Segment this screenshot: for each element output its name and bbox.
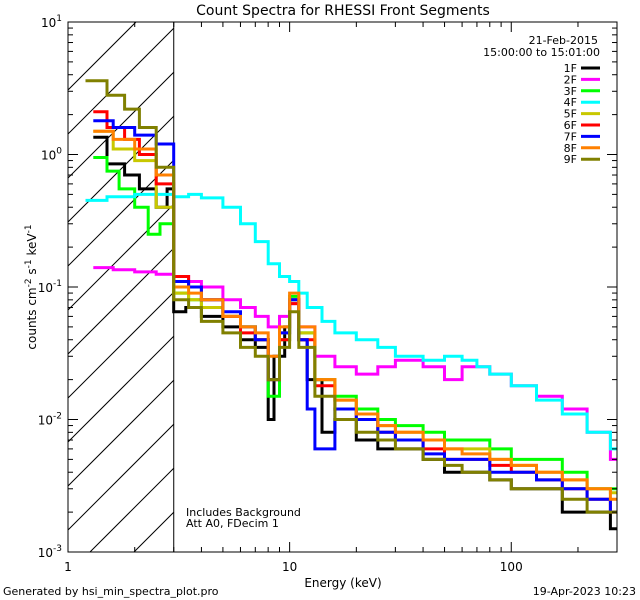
annotations: Includes Background Att A0, FDecim 1 [186, 506, 301, 530]
legend-label-4F: 4F [564, 96, 577, 109]
legend-label-7F: 7F [564, 130, 577, 143]
hatch-line [67, 21, 137, 91]
x-tick-label: 100 [500, 560, 523, 574]
x-axis-label: Energy (keV) [304, 576, 381, 590]
hatch-line [67, 291, 175, 399]
series-7F [93, 119, 617, 514]
legend-label-6F: 6F [564, 119, 577, 132]
legend-label-3F: 3F [564, 85, 577, 98]
legend-label-2F: 2F [564, 73, 577, 86]
series-4F [85, 192, 617, 451]
annotation-attenuator: Att A0, FDecim 1 [186, 517, 279, 530]
series-9F [85, 79, 617, 514]
axis-layer: 1 10 100 10-3 10-2 10-1 100 101 [38, 14, 618, 574]
y-axis-label: counts cm-2 s-1 keV-1 [24, 224, 39, 349]
chart-title: Count Spectra for RHESSI Front Segments [196, 3, 490, 19]
hatch-line [67, 71, 175, 179]
legend-label-5F: 5F [564, 108, 577, 121]
y-tick-label: 10-2 [38, 412, 62, 428]
background-hatch-region [67, 21, 175, 553]
hatch-line [67, 423, 175, 531]
hatch-line [67, 247, 175, 355]
y-tick-label: 10-1 [38, 279, 62, 295]
y-tick-label: 100 [41, 147, 62, 163]
y-tick-label: 101 [41, 14, 62, 30]
annotation-background: Includes Background [186, 506, 301, 519]
info-date: 21-Feb-2015 [529, 34, 598, 47]
series-layer [85, 79, 617, 531]
info-time-range: 15:00:00 to 15:01:00 [483, 46, 600, 59]
hatch-line [67, 335, 175, 443]
hatch-line [67, 27, 175, 135]
x-tick-label: 1 [64, 560, 72, 574]
hatch-line [89, 467, 175, 553]
hatch-line [133, 511, 175, 553]
legend-label-9F: 9F [564, 153, 577, 166]
legend-label-8F: 8F [564, 142, 577, 155]
hatch-line [67, 203, 175, 311]
series-6F [93, 110, 617, 514]
series-8F [93, 129, 617, 501]
footer-timestamp: 19-Apr-2023 10:23 [533, 585, 636, 598]
hatch-line [67, 379, 175, 487]
legend-label-1F: 1F [564, 62, 577, 75]
x-tick-label: 10 [282, 560, 297, 574]
footer-generated-by: Generated by hsi_min_spectra_plot.pro [3, 585, 219, 598]
y-tick-label: 10-3 [38, 544, 62, 560]
info-box: 21-Feb-2015 15:00:00 to 15:01:00 [483, 34, 600, 59]
